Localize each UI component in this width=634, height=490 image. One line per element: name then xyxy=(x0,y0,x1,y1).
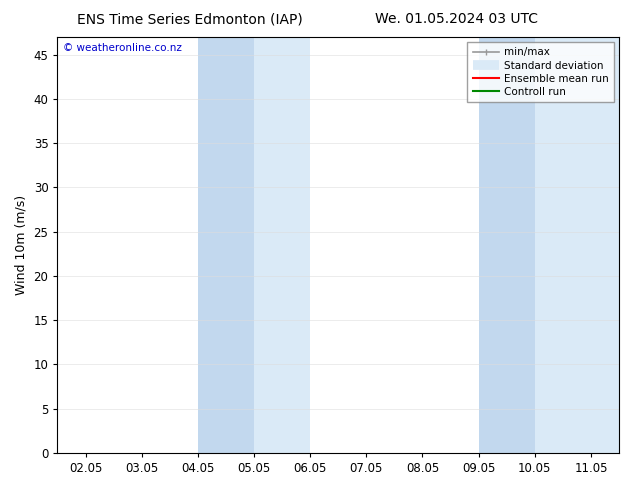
Text: ENS Time Series Edmonton (IAP): ENS Time Series Edmonton (IAP) xyxy=(77,12,303,26)
Text: We. 01.05.2024 03 UTC: We. 01.05.2024 03 UTC xyxy=(375,12,538,26)
Bar xyxy=(198,37,310,453)
Legend: min/max, Standard deviation, Ensemble mean run, Controll run: min/max, Standard deviation, Ensemble me… xyxy=(467,42,614,102)
Bar xyxy=(198,37,254,453)
Text: © weatheronline.co.nz: © weatheronline.co.nz xyxy=(63,43,182,53)
Bar xyxy=(479,37,534,453)
Bar xyxy=(479,37,619,453)
Y-axis label: Wind 10m (m/s): Wind 10m (m/s) xyxy=(15,195,28,295)
